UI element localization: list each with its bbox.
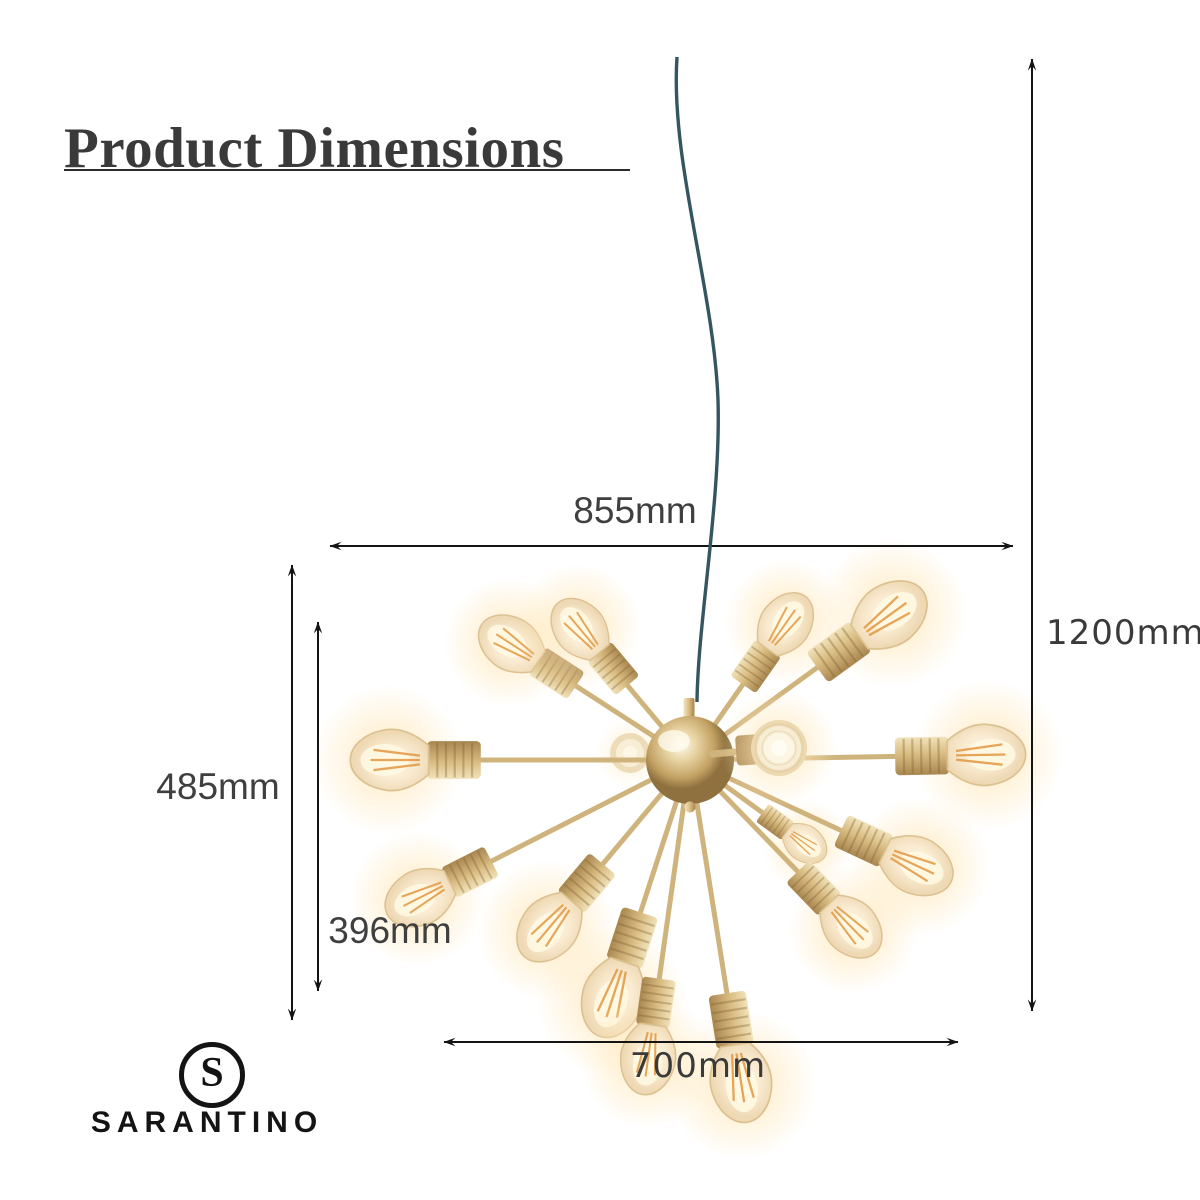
brand-name: SARANTINO <box>90 1106 324 1139</box>
dimension-lines <box>287 58 1037 1047</box>
dimension-label-width-bottom: 700mm <box>629 1046 767 1086</box>
pendant-cord <box>674 56 720 703</box>
brand-logo-letter: S <box>200 1050 224 1096</box>
chandelier-hub <box>646 698 734 813</box>
front-facing-bulb <box>708 690 837 806</box>
dimension-label-height-total: 1200mm <box>1046 613 1200 653</box>
dimension-label-height-inner: 396mm <box>328 910 452 951</box>
page-title: Product Dimensions <box>64 117 565 181</box>
dimension-label-height-fixture: 485mm <box>156 766 280 807</box>
dimension-label-width-top: 855mm <box>573 490 697 531</box>
brand-logo: S <box>179 1042 245 1108</box>
title-underline <box>64 169 630 171</box>
